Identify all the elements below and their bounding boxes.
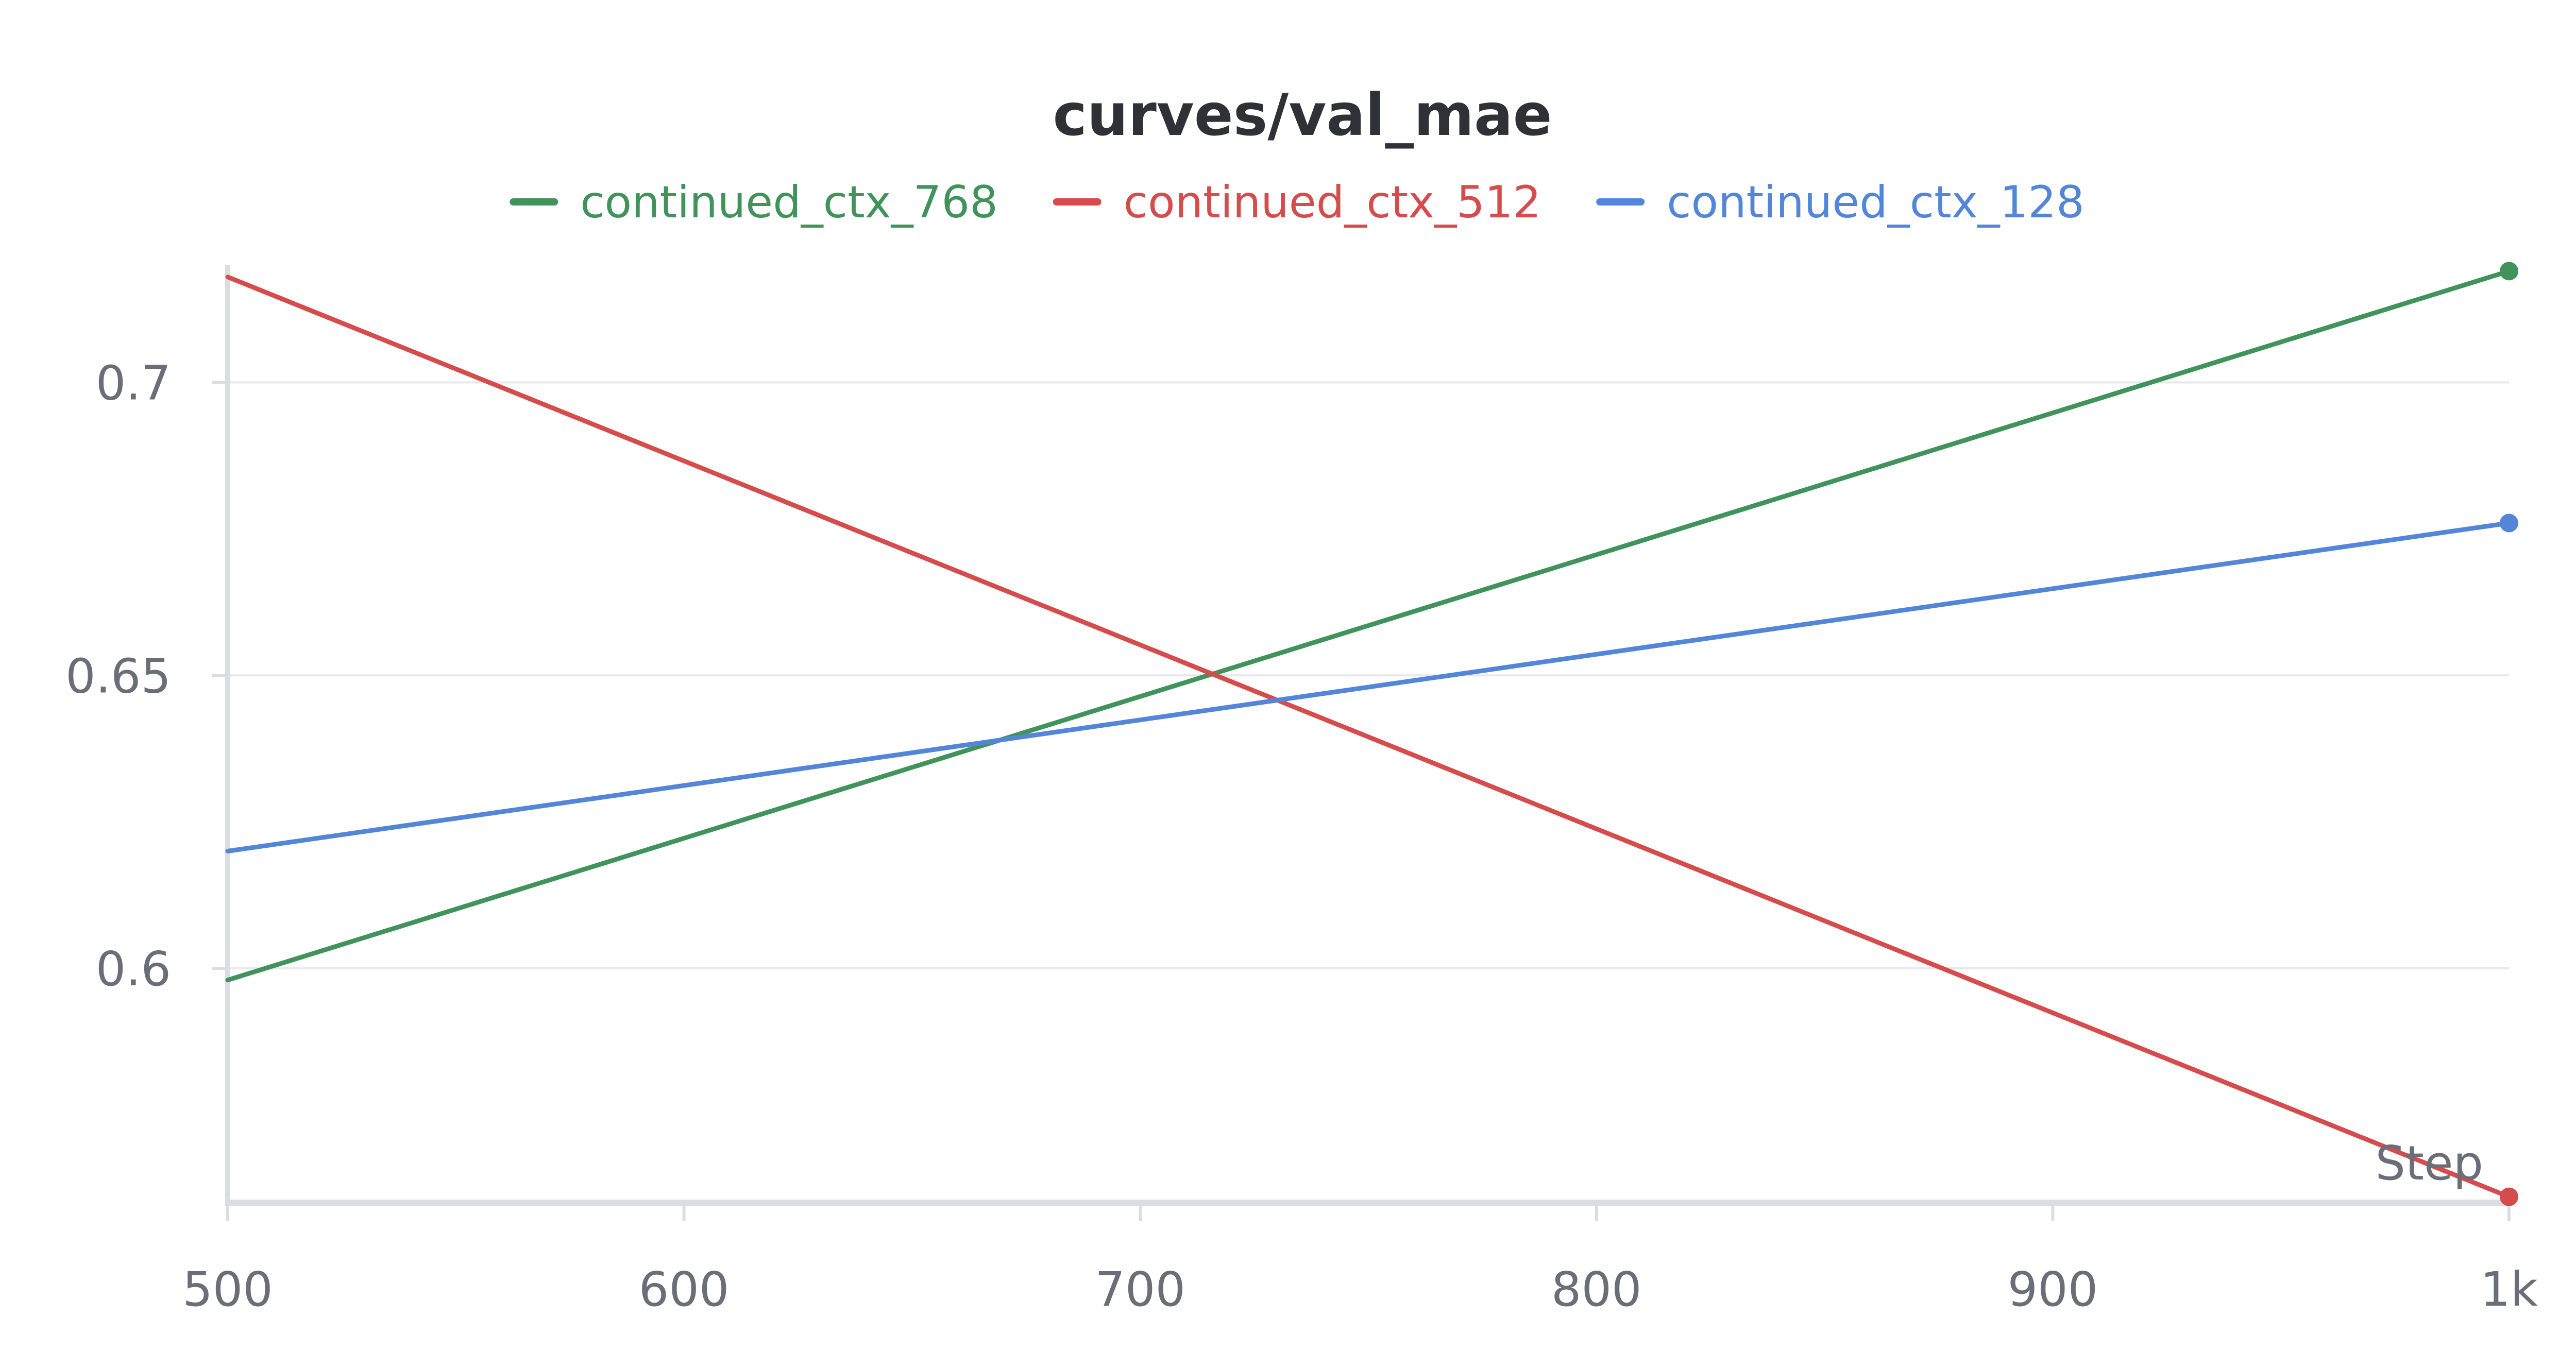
series-lines	[225, 262, 2518, 1206]
tick-labels: 0.6 0.65 0.7 500 600 700 800 900 1k	[65, 356, 2538, 1318]
series-end-point	[2500, 262, 2518, 281]
series-line	[225, 275, 2512, 1200]
series-end-point	[2500, 514, 2518, 533]
x-tick-label: 800	[1551, 1262, 1642, 1317]
x-tick-label: 500	[182, 1262, 273, 1317]
y-tick-label: 0.65	[65, 648, 171, 704]
legend-label: continued_ctx_512	[1124, 177, 1541, 228]
legend-label: continued_ctx_128	[1667, 177, 2084, 228]
x-tick-label: 700	[1095, 1262, 1185, 1317]
x-tick-label: 900	[2008, 1262, 2098, 1317]
legend: continued_ctx_768 continued_ctx_512 contin…	[510, 177, 2084, 228]
series-line	[225, 521, 2512, 853]
x-tick-label: 1k	[2480, 1262, 2538, 1317]
series-end-point	[2500, 1187, 2518, 1206]
series-line	[225, 268, 2512, 983]
chart-title: curves/val_mae	[1053, 82, 1552, 149]
legend-label: continued_ctx_768	[580, 177, 998, 228]
grid-lines	[228, 381, 2509, 969]
x-tick-label: 600	[639, 1262, 730, 1317]
axes	[212, 265, 2512, 1221]
y-tick-label: 0.7	[96, 356, 171, 411]
y-tick-label: 0.6	[96, 942, 171, 997]
x-axis-label: Step	[2376, 1136, 2483, 1191]
